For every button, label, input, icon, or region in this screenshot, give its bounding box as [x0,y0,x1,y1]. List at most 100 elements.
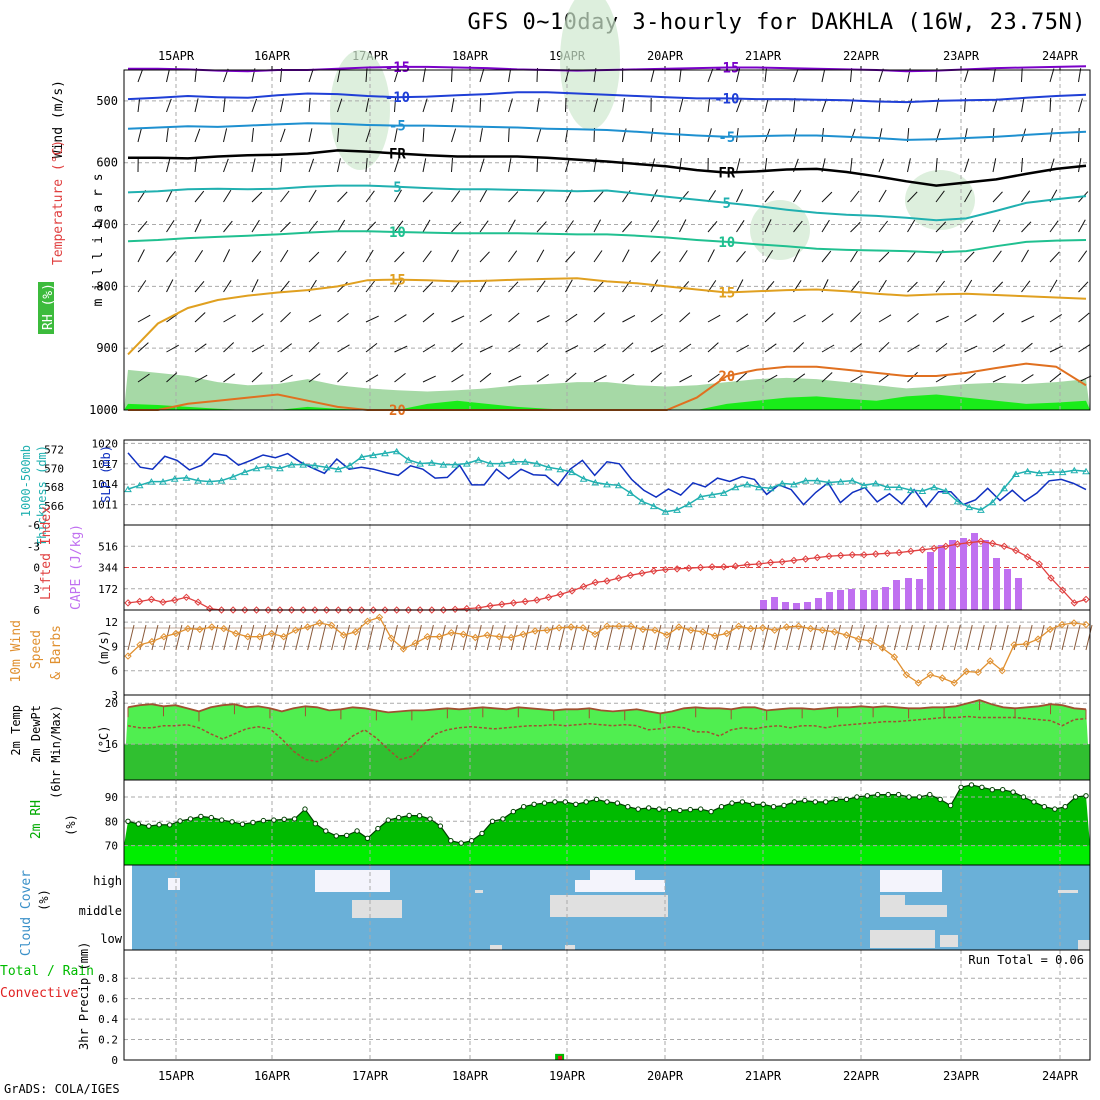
wind-barb [166,98,172,113]
wind-speed-point [184,624,192,633]
wind-barb [479,345,493,353]
wind-barb [565,158,570,173]
lifted-index-point [182,593,191,602]
wind-barb [707,373,720,383]
rh-point [802,797,808,804]
wind-barb [565,313,578,323]
thickness-point [486,460,495,467]
thickness-point [1035,469,1044,477]
cape-bar [837,590,844,610]
thickness-point [836,478,845,485]
wind-barb [365,190,375,203]
rh-point [1072,794,1079,800]
surface-wind-barb [869,624,877,651]
surface-wind-barb [390,624,398,651]
wind-barb [451,190,461,203]
wind-barb [679,190,689,203]
wind-speed-point [998,666,1006,675]
rh-point [812,799,818,805]
wind-barb [451,249,459,263]
wind-speed-point [758,624,767,632]
wind-barb [821,98,828,113]
wind-barb [508,98,513,113]
wind-barb [394,97,396,113]
lifted-index-point [848,551,857,559]
wind-barb [935,221,947,233]
rh-point [146,823,152,829]
wind-barb [736,344,749,353]
wind-barb [308,189,317,203]
date-label-top: 15APR [158,49,195,63]
wind-barb [907,344,920,353]
date-label-bottom: 23APR [943,1069,980,1083]
wind-barb [451,342,463,353]
rh-point [177,818,183,824]
thickness-point [965,503,974,511]
surface-wind-barb [654,624,662,651]
cloud-block [880,870,942,892]
wind-barb [223,128,228,143]
wind-speed-point [854,635,863,643]
thickness-point [124,485,132,493]
thickness-point [299,461,308,468]
rh-point [239,821,246,827]
wind-speed-point [699,628,707,636]
rh-point [760,801,766,807]
surface-wind-barb [822,624,830,651]
wind-speed-point [615,622,623,630]
isotherm-label: FR [389,146,406,162]
precip-tick-label: 0 [111,1054,118,1067]
rh-point [416,813,423,819]
wind-speed-point [711,632,719,640]
wind-barb [679,250,688,263]
wind-speed-point [232,629,240,638]
rh-point [167,822,173,828]
rh-point [448,838,454,844]
wind-speed-line [127,616,1087,684]
wind-barb [907,313,919,323]
surface-wind-barb [977,624,985,651]
cape-side-label: CAPE (J/kg) [69,524,84,610]
thickness-point [579,475,588,482]
wind-barb [422,219,431,233]
isotherm-label: 15 [718,286,735,302]
surface-wind-barb [235,624,243,651]
cape-bar [905,578,912,610]
wind-speed-point [1010,641,1018,649]
wind-barb [565,128,569,143]
precip-convective-label: Convective [0,986,78,1001]
wind-barb [337,158,341,173]
rh-point [156,822,162,828]
date-label-bottom: 21APR [745,1069,782,1083]
wind-barb [593,375,607,383]
wind-barb [166,344,179,353]
wind-speed-point [459,630,468,639]
wind-barb [821,219,830,233]
li-tick-label: -6 [27,519,40,532]
wind-barb [365,158,368,173]
lifted-index-point [731,562,740,570]
rh-point [250,819,256,826]
surface-wind-barb [486,624,494,651]
cape-bar [771,597,778,610]
wind-barb [679,158,682,173]
rh-band [124,394,1090,410]
lifted-index-point [428,606,436,614]
wind-barb [821,191,833,203]
wind-barb [1078,219,1086,233]
wind-side-label-b: Speed [29,630,44,669]
isotherm-label: -10 [385,90,410,106]
isotherm-label: 5 [723,196,731,212]
wind-speed-point [591,630,599,639]
thickness-point [673,506,681,513]
wind-barb [850,190,860,203]
wind-speed-point [950,679,959,687]
rh-point [521,804,527,810]
thickness-point [743,480,752,488]
thickness-point [521,458,530,465]
li-tick-label: 0 [33,562,40,575]
wind-barb [308,220,318,233]
date-label-top: 23APR [943,49,980,63]
lifted-index-point [907,547,915,555]
